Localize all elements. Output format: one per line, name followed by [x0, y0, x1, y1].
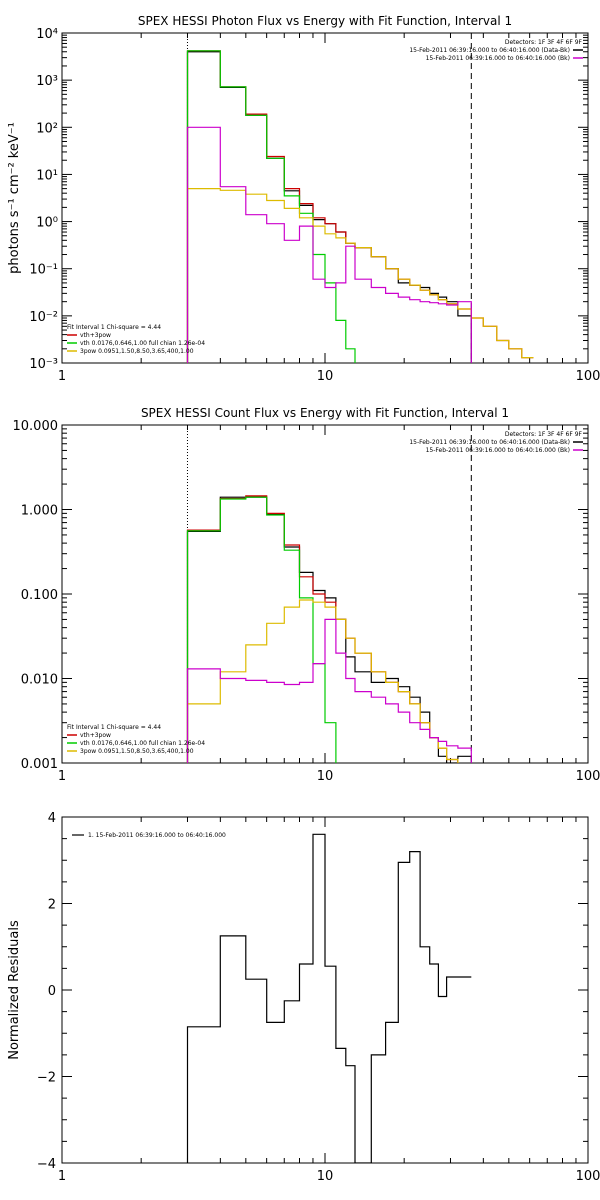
legend-text: Detectors: 1F 3F 4F 6F 9F — [505, 431, 583, 438]
y-tick-label: 10.000 — [13, 419, 59, 434]
legend-text: 15-Feb-2011 06:39:16.000 to 06:40:16.000… — [409, 47, 570, 54]
legend-text: 15-Feb-2011 06:39:16.000 to 06:40:16.000… — [426, 55, 570, 62]
x-tick-label: 1 — [58, 369, 66, 384]
y-tick-label: 10⁰ — [36, 216, 58, 231]
x-tick-label: 100 — [576, 1169, 600, 1184]
y-tick-label: 1.000 — [21, 504, 58, 519]
legend-text: 3pow 0.0951,1.50,8.50,3.65,400,1.00 — [80, 348, 194, 355]
x-tick-label: 100 — [576, 769, 600, 784]
x-tick-label: 1 — [58, 769, 66, 784]
legend-text: vth+3pow — [80, 732, 111, 739]
panel-3: 1 10 100 −4 −2 0 2 4 Normalized Residuals 1. 15-F… — [7, 811, 600, 1184]
panel-1: SPEX HESSI Photon Flux vs Energy with Fi… — [7, 14, 600, 384]
series-line — [186, 599, 459, 763]
y-tick-label: 0.010 — [21, 673, 58, 688]
legend-text: 15-Feb-2011 06:39:16.000 to 06:40:16.000… — [426, 447, 570, 454]
y-tick-label: 0.100 — [21, 588, 58, 603]
legend-text: 15-Feb-2011 06:39:16.000 to 06:40:16.000… — [409, 439, 570, 446]
series-line — [186, 126, 472, 363]
series-line — [186, 188, 534, 363]
x-tick-label: 100 — [576, 369, 600, 384]
legend-text: vth+3pow — [80, 332, 111, 339]
legend-text: 3pow 0.0951,1.50,8.50,3.65,400,1.00 — [80, 748, 194, 755]
legend-text: Fit Interval 1 Chi-square = 4.44 — [67, 324, 161, 331]
series-line — [186, 50, 356, 363]
legend-text: Detectors: 1F 3F 4F 6F 9F — [505, 39, 583, 46]
y-tick-label: 10¹ — [36, 168, 58, 183]
plot-frame — [61, 32, 589, 364]
y-tick-label: −4 — [37, 1157, 56, 1172]
y-tick-label: 10⁻³ — [29, 357, 58, 372]
x-tick-label: 1 — [58, 1169, 66, 1184]
y-axis-label: photons s⁻¹ cm⁻² keV⁻¹ — [7, 122, 22, 274]
series-line — [186, 833, 472, 1163]
y-tick-label: 10² — [36, 121, 58, 136]
y-tick-label: 10⁴ — [36, 27, 58, 42]
x-tick-label: 10 — [317, 769, 334, 784]
series-line — [186, 496, 337, 763]
series-line — [186, 496, 472, 763]
series-line — [186, 618, 472, 763]
x-tick-label: 10 — [317, 369, 334, 384]
series-line — [186, 51, 472, 363]
y-tick-label: 10⁻² — [29, 310, 58, 325]
legend-text: vth 0.0176,0.646,1.00 full chian 1.26e-0… — [80, 340, 205, 347]
y-tick-label: 0.001 — [21, 757, 58, 772]
legend-text: Fit Interval 1 Chi-square = 4.44 — [67, 724, 161, 731]
x-tick-label: 10 — [317, 1169, 334, 1184]
y-tick-label: 10³ — [36, 74, 58, 89]
y-tick-label: 10⁻¹ — [29, 263, 58, 278]
chart-title: SPEX HESSI Count Flux vs Energy with Fit… — [141, 406, 509, 420]
y-axis-label: Normalized Residuals — [7, 920, 22, 1060]
y-tick-label: −2 — [37, 1071, 56, 1086]
y-tick-label: 0 — [48, 984, 56, 999]
legend-text: 1. 15-Feb-2011 06:39:16.000 to 06:40:16.… — [88, 832, 226, 839]
legend-text: vth 0.0176,0.646,1.00 full chian 1.26e-0… — [80, 740, 205, 747]
chart-title: SPEX HESSI Photon Flux vs Energy with Fi… — [138, 14, 512, 28]
y-tick-label: 2 — [48, 898, 56, 913]
y-tick-label: 4 — [48, 811, 56, 826]
panel-2: SPEX HESSI Count Flux vs Energy with Fit… — [13, 406, 600, 784]
